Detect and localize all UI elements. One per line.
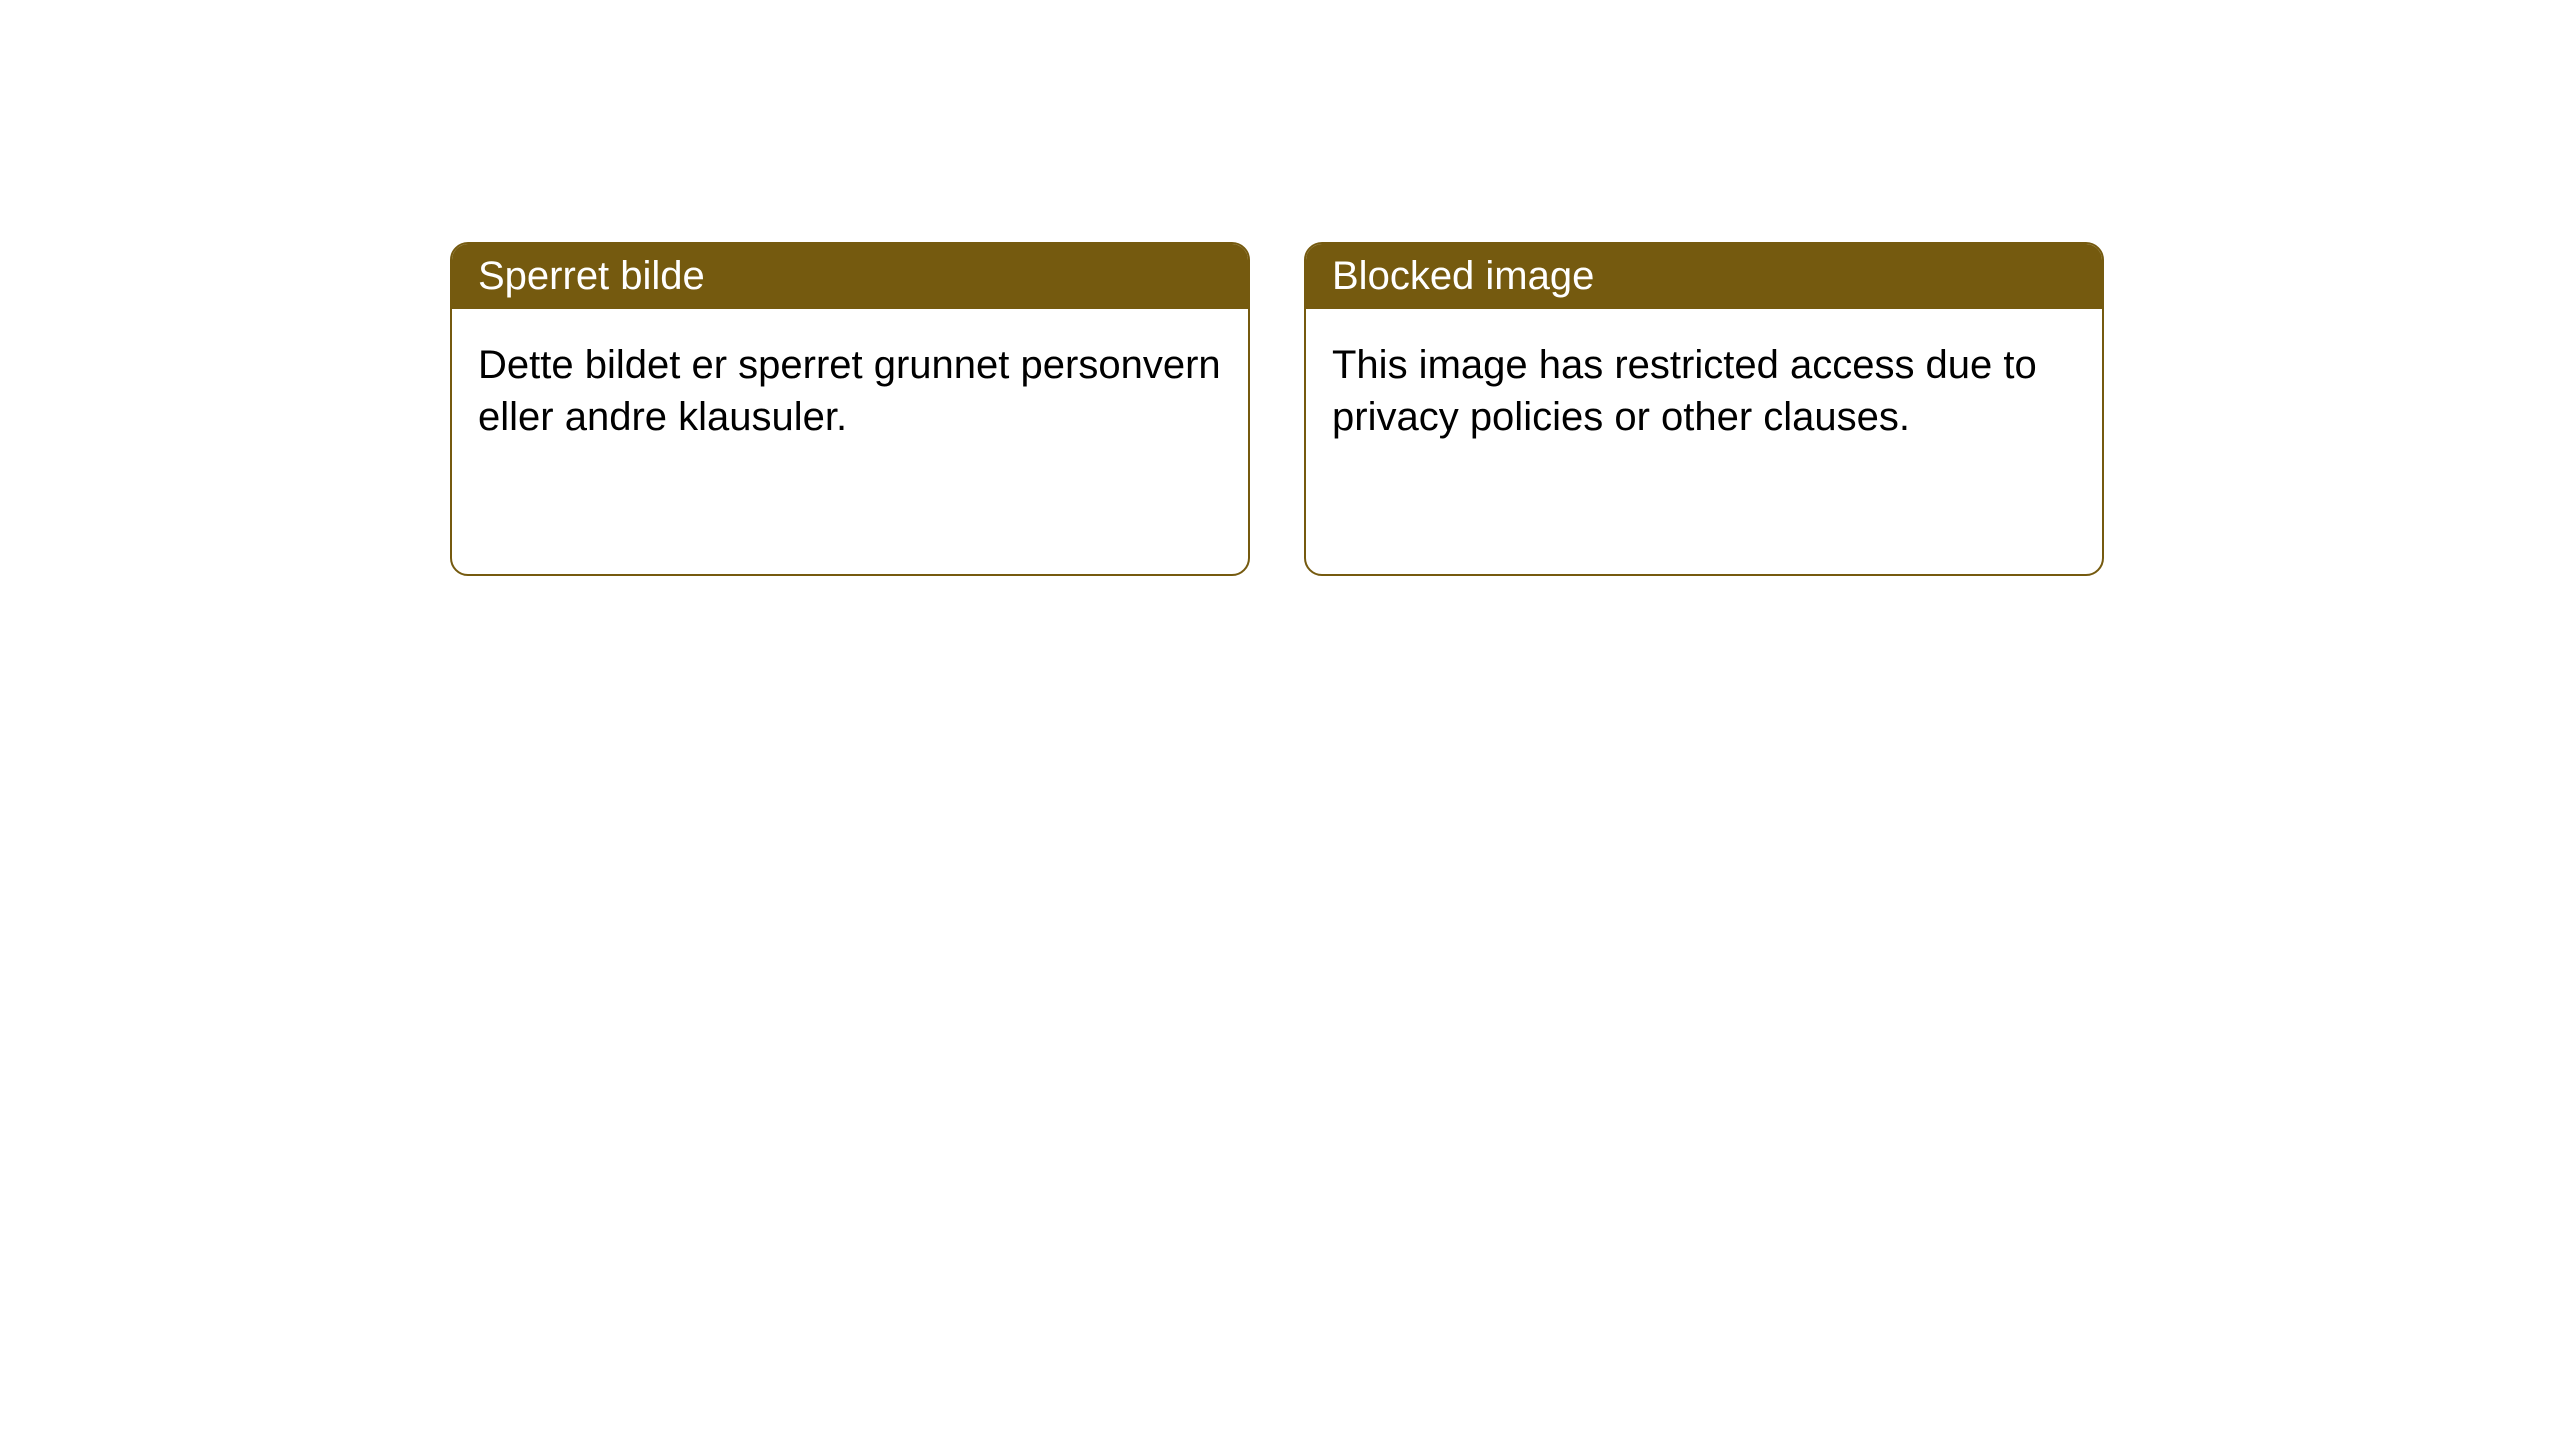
notice-title: Blocked image [1332, 254, 1594, 298]
notice-container: Sperret bilde Dette bildet er sperret gr… [0, 0, 2560, 576]
notice-text: This image has restricted access due to … [1332, 343, 2037, 439]
notice-card-norwegian: Sperret bilde Dette bildet er sperret gr… [450, 242, 1250, 576]
notice-header: Sperret bilde [452, 244, 1248, 309]
notice-body: This image has restricted access due to … [1306, 309, 2102, 473]
notice-body: Dette bildet er sperret grunnet personve… [452, 309, 1248, 473]
notice-text: Dette bildet er sperret grunnet personve… [478, 343, 1221, 439]
notice-header: Blocked image [1306, 244, 2102, 309]
notice-title: Sperret bilde [478, 254, 705, 298]
notice-card-english: Blocked image This image has restricted … [1304, 242, 2104, 576]
